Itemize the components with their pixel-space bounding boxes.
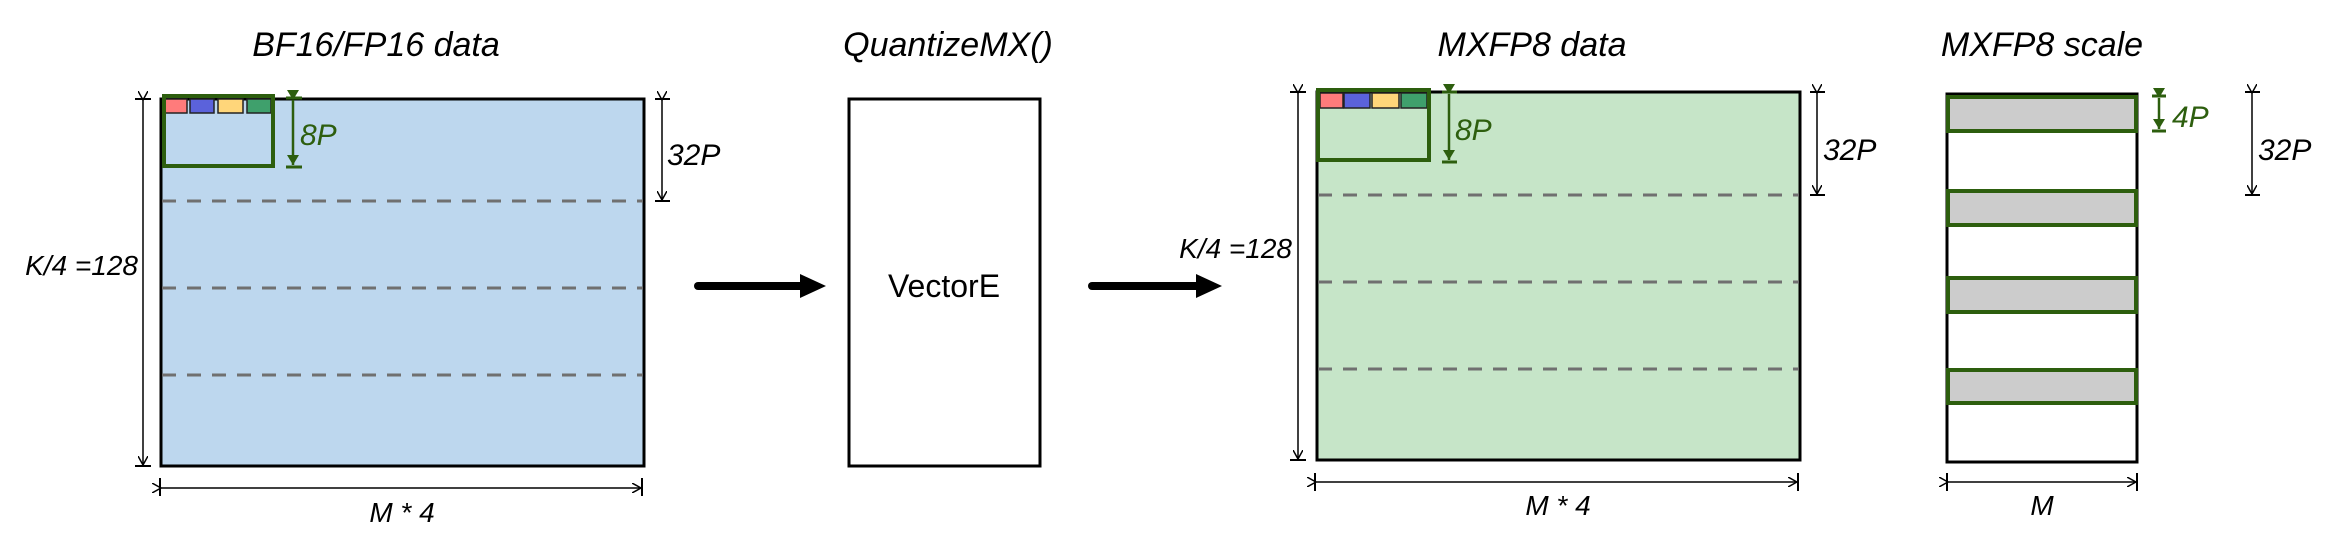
width-label: M * 4 [369, 497, 434, 528]
scale-tiles [1946, 95, 2138, 405]
height-label: K/4 =128 [1179, 233, 1292, 264]
engine-label: VectorE [888, 268, 1000, 304]
scale-tile [1946, 95, 2138, 133]
scale-tile [1946, 276, 2138, 314]
output-data-title: MXFP8 data [1438, 26, 1627, 64]
element-yellow [1371, 92, 1400, 109]
element-red [1319, 92, 1344, 109]
block-dimension: 32P [655, 99, 720, 202]
tile-dimension: 8P [286, 90, 337, 169]
width-dimension: M * 4 [160, 478, 643, 528]
scale-tile [1946, 368, 2138, 405]
tile-label: 8P [1455, 114, 1492, 147]
block-dimension: 32P [1810, 92, 1876, 196]
tile-label: 8P [300, 119, 337, 152]
block-label: 32P [667, 139, 720, 172]
output-scale-title: MXFP8 scale [1941, 26, 2143, 64]
tile-dimension: 8P [1442, 84, 1492, 164]
element-squares [164, 98, 272, 114]
block-dividers [162, 199, 643, 377]
element-squares [1319, 92, 1428, 109]
width-dimension: M * 4 [1315, 473, 1799, 521]
tile-label: 4P [2172, 101, 2209, 134]
tile-highlight [162, 94, 275, 168]
output-scale-panel: MXFP8 scale 4P 32P M [1941, 26, 2311, 521]
output-data-panel: MXFP8 data 8P 32P [1179, 26, 1876, 521]
tile-dimension: 4P [2152, 88, 2209, 134]
element-green [246, 98, 272, 114]
input-matrix [159, 97, 646, 468]
element-blue [189, 98, 215, 114]
block-dimension: 32P [2245, 92, 2311, 196]
block-label: 32P [2258, 134, 2311, 167]
quantize-op: QuantizeMX() VectorE [694, 26, 1222, 468]
input-title: BF16/FP16 data [252, 26, 500, 64]
element-blue [1343, 92, 1371, 109]
output-arrow-head [1196, 274, 1222, 298]
output-data-matrix [1315, 90, 1802, 462]
block-dividers [1318, 193, 1799, 371]
width-dimension: M [1947, 473, 2138, 521]
element-yellow [217, 98, 244, 114]
scale-tile [1946, 189, 2138, 227]
element-red [164, 98, 188, 114]
input-arrow-head [800, 274, 826, 298]
input-panel: BF16/FP16 data 8P 32P [25, 26, 720, 528]
tile-highlight [1316, 88, 1431, 162]
block-label: 32P [1823, 134, 1876, 167]
height-dimension: K/4 =128 [25, 99, 151, 467]
height-dimension: K/4 =128 [1179, 92, 1306, 461]
width-label: M * 4 [1525, 490, 1590, 521]
op-title: QuantizeMX() [843, 26, 1053, 64]
vectore-box [847, 97, 1042, 468]
element-green [1400, 92, 1428, 109]
height-label: K/4 =128 [25, 250, 138, 281]
width-label: M [2030, 490, 2054, 521]
